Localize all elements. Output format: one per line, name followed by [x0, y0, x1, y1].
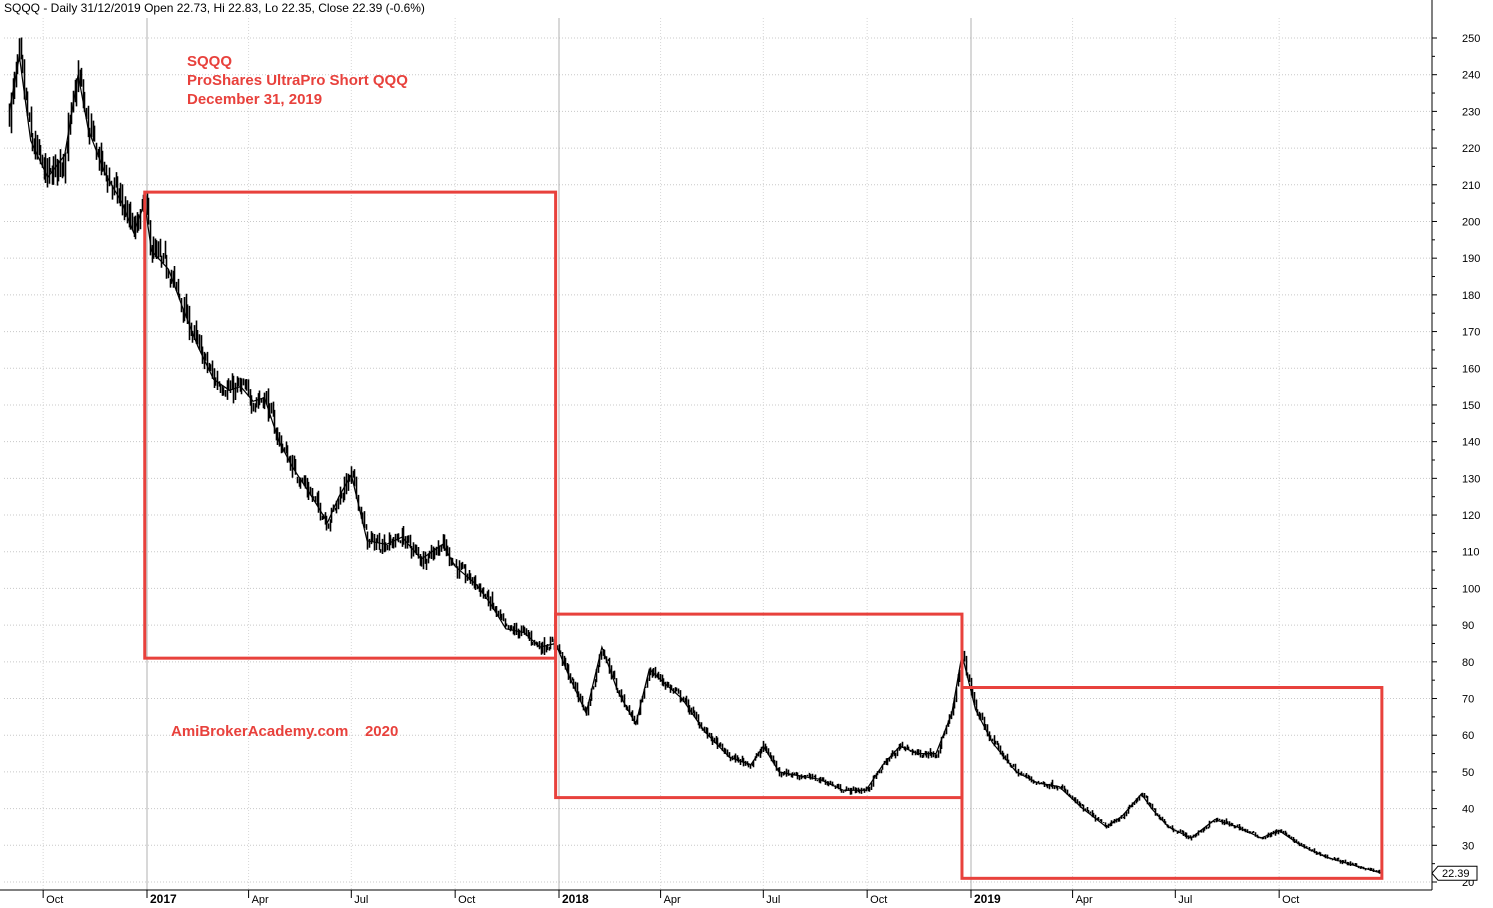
y-tick-label: 180	[1462, 290, 1480, 302]
y-tick-label: 150	[1462, 400, 1480, 412]
chart-header: SQQQ - Daily 31/12/2019 Open 22.73, Hi 2…	[4, 1, 425, 15]
y-tick-label: 110	[1462, 547, 1480, 559]
y-tick-label: 170	[1462, 327, 1480, 339]
x-tick-label: Jul	[766, 894, 780, 906]
x-tick-label: Oct	[1282, 894, 1299, 906]
last-price-marker: 22.39	[1431, 865, 1478, 881]
x-tick-label: Oct	[870, 894, 887, 906]
price-series	[8, 37, 1383, 874]
price-line	[8, 56, 1383, 874]
y-tick-label: 240	[1462, 70, 1480, 82]
watermark-text: AmiBrokerAcademy.com 2020	[171, 723, 398, 740]
y-tick-label: 220	[1462, 143, 1480, 155]
y-tick-label: 210	[1462, 180, 1480, 192]
y-tick-label: 250	[1462, 33, 1480, 45]
y-tick-label: 190	[1462, 253, 1480, 265]
last-price-label: 22.39	[1442, 868, 1470, 880]
x-tick-label: Jul	[1178, 894, 1192, 906]
x-tick-label: Apr	[1076, 894, 1093, 906]
y-tick-label: 120	[1462, 510, 1480, 522]
y-tick-label: 80	[1462, 657, 1474, 669]
title-line-1: SQQQ	[187, 53, 232, 70]
x-tick-label: 2019	[974, 892, 1001, 906]
y-tick-label: 50	[1462, 767, 1474, 779]
title-line-2: ProShares UltraPro Short QQQ	[187, 72, 408, 89]
trend-boxes	[143, 190, 1384, 880]
y-tick-label: 30	[1462, 840, 1474, 852]
x-tick-label: Jul	[354, 894, 368, 906]
y-tick-label: 130	[1462, 473, 1480, 485]
title-line-3: December 31, 2019	[187, 91, 322, 108]
y-tick-label: 230	[1462, 106, 1480, 118]
x-tick-label: Oct	[458, 894, 475, 906]
y-tick-label: 140	[1462, 437, 1480, 449]
x-tick-label: 2017	[150, 892, 177, 906]
y-tick-label: 100	[1462, 583, 1480, 595]
x-tick-label: 2018	[562, 892, 589, 906]
last-price-tag	[1431, 865, 1478, 881]
y-tick-label: 90	[1462, 620, 1474, 632]
y-tick-label: 60	[1462, 730, 1474, 742]
x-tick-label: Apr	[664, 894, 681, 906]
x-tick-label: Apr	[252, 894, 269, 906]
trend-box	[143, 190, 558, 660]
y-tick-label: 70	[1462, 694, 1474, 706]
y-tick-label: 40	[1462, 804, 1474, 816]
trend-box	[960, 686, 1384, 880]
x-tick-label: Oct	[46, 894, 63, 906]
y-tick-label: 200	[1462, 216, 1480, 228]
y-tick-label: 160	[1462, 363, 1480, 375]
